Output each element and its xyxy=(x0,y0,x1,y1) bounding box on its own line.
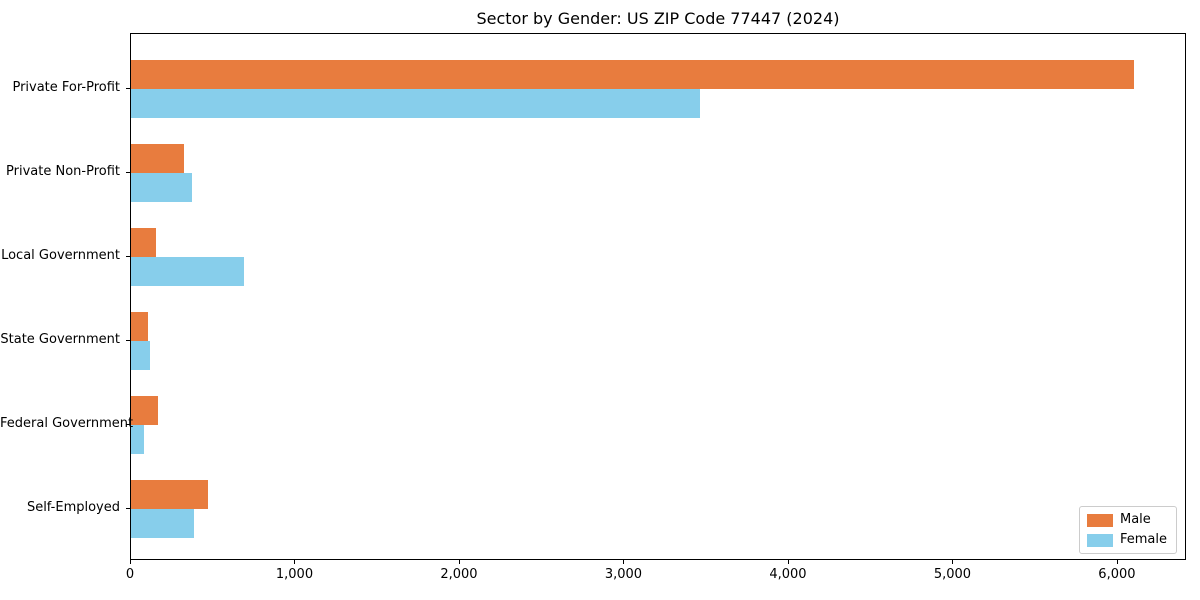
bar-female-private-non-profit xyxy=(131,173,192,202)
legend-entry-male: Male xyxy=(1086,512,1167,527)
plot-area: Male Female xyxy=(130,33,1186,560)
bar-male-local-government xyxy=(131,228,156,257)
bar-female-self-employed xyxy=(131,509,194,538)
xtick-label-0: 0 xyxy=(125,567,135,582)
xtick-label-1000: 1,000 xyxy=(275,567,314,582)
xtick-label-2000: 2,000 xyxy=(440,567,478,582)
ytick-label-private-for-profit: Private For-Profit xyxy=(12,80,120,95)
bar-male-private-for-profit xyxy=(131,60,1134,89)
bar-female-state-government xyxy=(131,341,150,370)
bar-male-self-employed xyxy=(131,480,208,509)
bar-female-private-for-profit xyxy=(131,89,700,118)
ytick-mark-local-government xyxy=(126,256,130,257)
xtick-label-3000: 3,000 xyxy=(604,567,643,582)
legend: Male Female xyxy=(1078,506,1177,554)
legend-label-female: Female xyxy=(1119,532,1167,547)
legend-swatch-female xyxy=(1086,533,1113,547)
ytick-mark-private-for-profit xyxy=(126,88,130,89)
xtick-mark-6000 xyxy=(1116,560,1118,564)
ytick-label-local-government: Local Government xyxy=(1,248,120,263)
ytick-mark-self-employed xyxy=(126,508,130,509)
xtick-label-5000: 5,000 xyxy=(933,567,972,582)
legend-swatch-male xyxy=(1086,513,1113,527)
ytick-mark-federal-government xyxy=(126,424,130,425)
ytick-mark-private-non-profit xyxy=(126,172,130,173)
xtick-mark-0 xyxy=(130,560,131,564)
ytick-label-private-non-profit: Private Non-Profit xyxy=(6,164,120,179)
bar-male-federal-government xyxy=(131,396,158,425)
xtick-label-4000: 4,000 xyxy=(769,567,807,582)
ytick-label-state-government: State Government xyxy=(0,332,120,347)
xtick-mark-2000 xyxy=(458,560,460,564)
bar-male-private-non-profit xyxy=(131,144,184,173)
xtick-label-6000: 6,000 xyxy=(1098,567,1136,582)
ytick-label-self-employed: Self-Employed xyxy=(26,500,120,515)
xtick-mark-4000 xyxy=(787,560,789,564)
chart-title: Sector by Gender: US ZIP Code 77447 (202… xyxy=(476,9,840,28)
bar-male-state-government xyxy=(131,312,148,341)
xtick-mark-1000 xyxy=(294,560,296,564)
xtick-mark-5000 xyxy=(952,560,954,564)
legend-entry-female: Female xyxy=(1086,532,1167,547)
ytick-mark-state-government xyxy=(126,340,130,341)
ytick-label-federal-government: Federal Government xyxy=(0,416,134,431)
xtick-mark-3000 xyxy=(623,560,625,564)
bar-female-local-government xyxy=(131,257,244,286)
legend-label-male: Male xyxy=(1119,512,1151,527)
bar-female-federal-government xyxy=(131,425,144,454)
